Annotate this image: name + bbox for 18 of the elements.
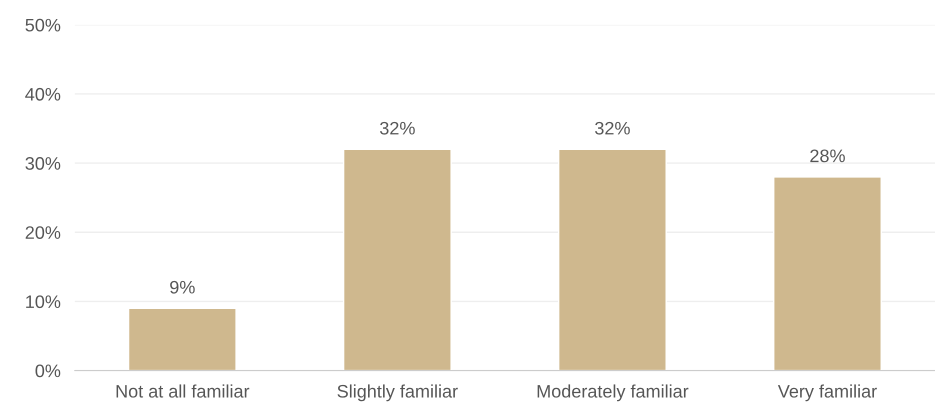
x-tick-label: Slightly familiar	[337, 384, 458, 402]
data-label: 32%	[380, 122, 415, 135]
data-label: 9%	[170, 280, 195, 294]
data-label: 28%	[810, 149, 845, 162]
y-tick-label: 40%	[25, 88, 60, 101]
y-tick-label: 0%	[36, 364, 60, 378]
y-tick-label: 20%	[26, 226, 60, 239]
x-tick-label: Not at all familiar	[116, 384, 250, 398]
bar	[342, 148, 452, 371]
x-tick-label: Moderately familiar	[538, 384, 688, 402]
y-tick-label: 10%	[26, 295, 60, 308]
bar	[773, 176, 882, 371]
data-label: 32%	[595, 122, 630, 135]
bar	[558, 148, 667, 371]
y-tick-label: 30%	[25, 157, 60, 170]
x-tick-label: Very familiar	[778, 384, 877, 402]
bar	[128, 308, 237, 371]
y-tick-label: 50%	[25, 18, 60, 32]
